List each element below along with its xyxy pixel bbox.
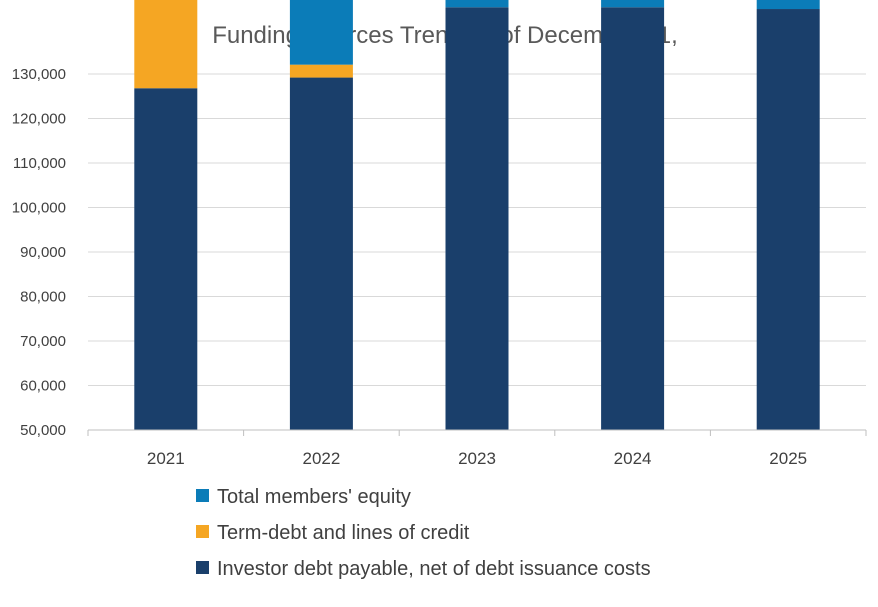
y-tick-label: 60,000 — [20, 378, 66, 395]
chart-title: Funding Sources Trend as of December 31, — [212, 22, 678, 49]
bar-2025-series-0 — [756, 9, 820, 431]
y-tick-label: 130,000 — [12, 66, 66, 83]
y-tick-label: 110,000 — [13, 155, 66, 172]
legend-label: Investor debt payable, net of debt issua… — [217, 558, 651, 580]
legend-swatch — [196, 561, 209, 574]
legend-label: Total members' equity — [217, 486, 411, 508]
y-tick-label: 120,000 — [12, 111, 66, 128]
bar-2024-series-2 — [601, 0, 665, 8]
bar-2023-series-2 — [445, 0, 509, 8]
bar-2024-series-0 — [601, 7, 665, 430]
y-tick-label: 90,000 — [20, 244, 66, 261]
legend-swatch — [196, 525, 209, 538]
bar-2021-series-0 — [134, 88, 198, 431]
x-tick-label: 2023 — [458, 449, 496, 468]
y-tick-label: 100,000 — [12, 200, 66, 217]
x-tick-label: 2021 — [147, 449, 185, 468]
legend-label: Term-debt and lines of credit — [217, 522, 470, 544]
x-tick-label: 2024 — [614, 449, 652, 468]
bar-2023-series-0 — [445, 7, 509, 430]
bar-2025-series-2 — [756, 0, 820, 10]
y-tick-label: 50,000 — [20, 422, 66, 439]
x-axis — [87, 429, 867, 436]
legend: Total members' equity Term-debt and lines… — [196, 486, 651, 580]
y-axis-tick-labels: 50,000 60,000 70,000 80,000 90,000 100,000 110… — [12, 66, 66, 439]
bar-2022-series-0 — [289, 77, 353, 430]
x-axis-tick-labels: 2021 2022 2023 2024 2025 — [147, 449, 807, 468]
legend-swatch — [196, 489, 209, 502]
x-tick-label: 2022 — [302, 449, 340, 468]
bars — [134, 0, 820, 431]
bar-2022-series-1 — [289, 64, 353, 78]
bar-2021-series-1 — [134, 0, 198, 89]
x-tick-label: 2025 — [769, 449, 807, 468]
y-tick-label: 80,000 — [20, 289, 66, 306]
bar-2022-series-2 — [289, 0, 353, 65]
y-tick-label: 70,000 — [20, 333, 66, 350]
